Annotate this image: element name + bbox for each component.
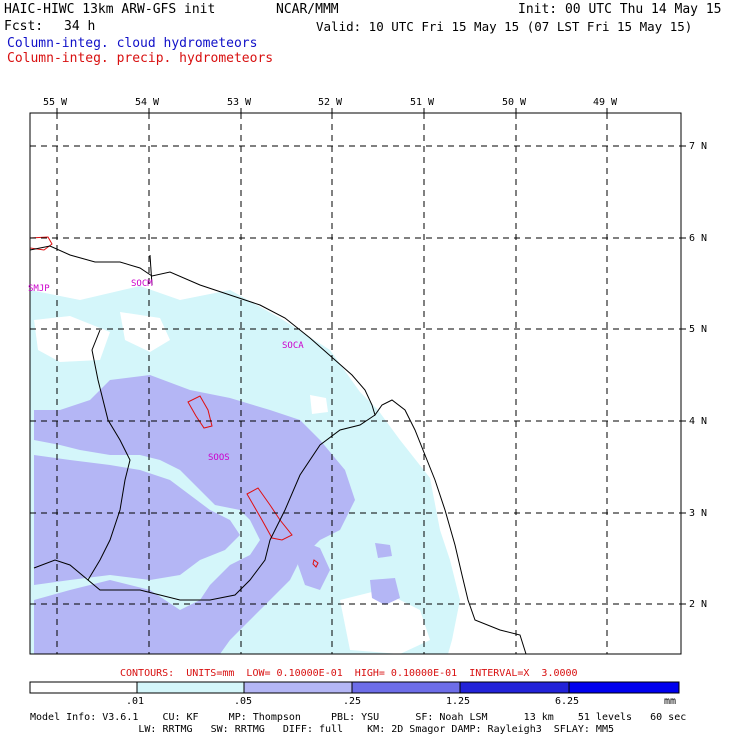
colorbar-tick-1: .05	[234, 696, 253, 707]
lat-label-7n: 7 N	[689, 141, 708, 152]
axis-ticks	[56, 108, 686, 605]
station-socm: SOCM	[131, 279, 153, 289]
lon-label-50w: 50 W	[502, 97, 527, 108]
lon-label-52w: 52 W	[318, 97, 343, 108]
lon-label-51w: 51 W	[410, 97, 435, 108]
lat-label-5n: 5 N	[689, 324, 708, 335]
field-precip-title: Column-integ. precip. hydrometeors	[7, 51, 274, 66]
colorbar-units: mm	[664, 696, 677, 707]
colorbar-tick-4: 6.25	[555, 696, 580, 707]
model-title: HAIC-HIWC 13km ARW-GFS init	[4, 2, 216, 17]
colorbar-tick-0: .01	[126, 696, 145, 707]
station-soca: SOCA	[282, 341, 304, 351]
colorbar	[29, 681, 680, 694]
colorbar-bin-3	[243, 681, 353, 694]
station-soos: SOOS	[208, 453, 230, 463]
fcst-label: Fcst:	[4, 19, 44, 34]
latlon-grid	[30, 113, 681, 654]
footer-model-info: Model Info: V3.6.1 CU: KF MP: Thompson P…	[30, 712, 687, 723]
cloud-field-medium	[34, 375, 400, 654]
lat-label-6n: 6 N	[689, 233, 708, 244]
station-smjp: SMJP	[28, 284, 50, 294]
lon-label-55w: 55 W	[43, 97, 68, 108]
valid-time: Valid: 10 UTC Fri 15 May 15 (07 LST Fri …	[316, 19, 693, 34]
plot-frame	[29, 112, 682, 655]
colorbar-tick-2: .25	[343, 696, 362, 707]
footer-physics-info: LW: RRTMG SW: RRTMG DIFF: full KM: 2D Sm…	[30, 724, 614, 735]
contours-info: CONTOURS: UNITS=mm LOW= 0.10000E-01 HIGH…	[120, 668, 578, 679]
coastline	[29, 245, 527, 655]
center-name: NCAR/MMM	[276, 2, 339, 17]
colorbar-bin-1	[29, 681, 138, 694]
lat-label-4n: 4 N	[689, 416, 708, 427]
colorbar-bin-6	[568, 681, 680, 694]
init-time: Init: 00 UTC Thu 14 May 15	[518, 2, 722, 17]
lon-label-53w: 53 W	[227, 97, 252, 108]
fcst-value: 34 h	[64, 19, 96, 34]
colorbar-tick-3: 1.25	[446, 696, 471, 707]
lat-label-2n: 2 N	[689, 599, 708, 610]
lat-label-3n: 3 N	[689, 508, 708, 519]
lon-label-49w: 49 W	[593, 97, 618, 108]
lon-label-54w: 54 W	[135, 97, 160, 108]
colorbar-bin-2	[136, 681, 245, 694]
colorbar-bin-4	[351, 681, 461, 694]
colorbar-bin-5	[459, 681, 570, 694]
field-cloud-title: Column-integ. cloud hydrometeors	[7, 36, 258, 51]
